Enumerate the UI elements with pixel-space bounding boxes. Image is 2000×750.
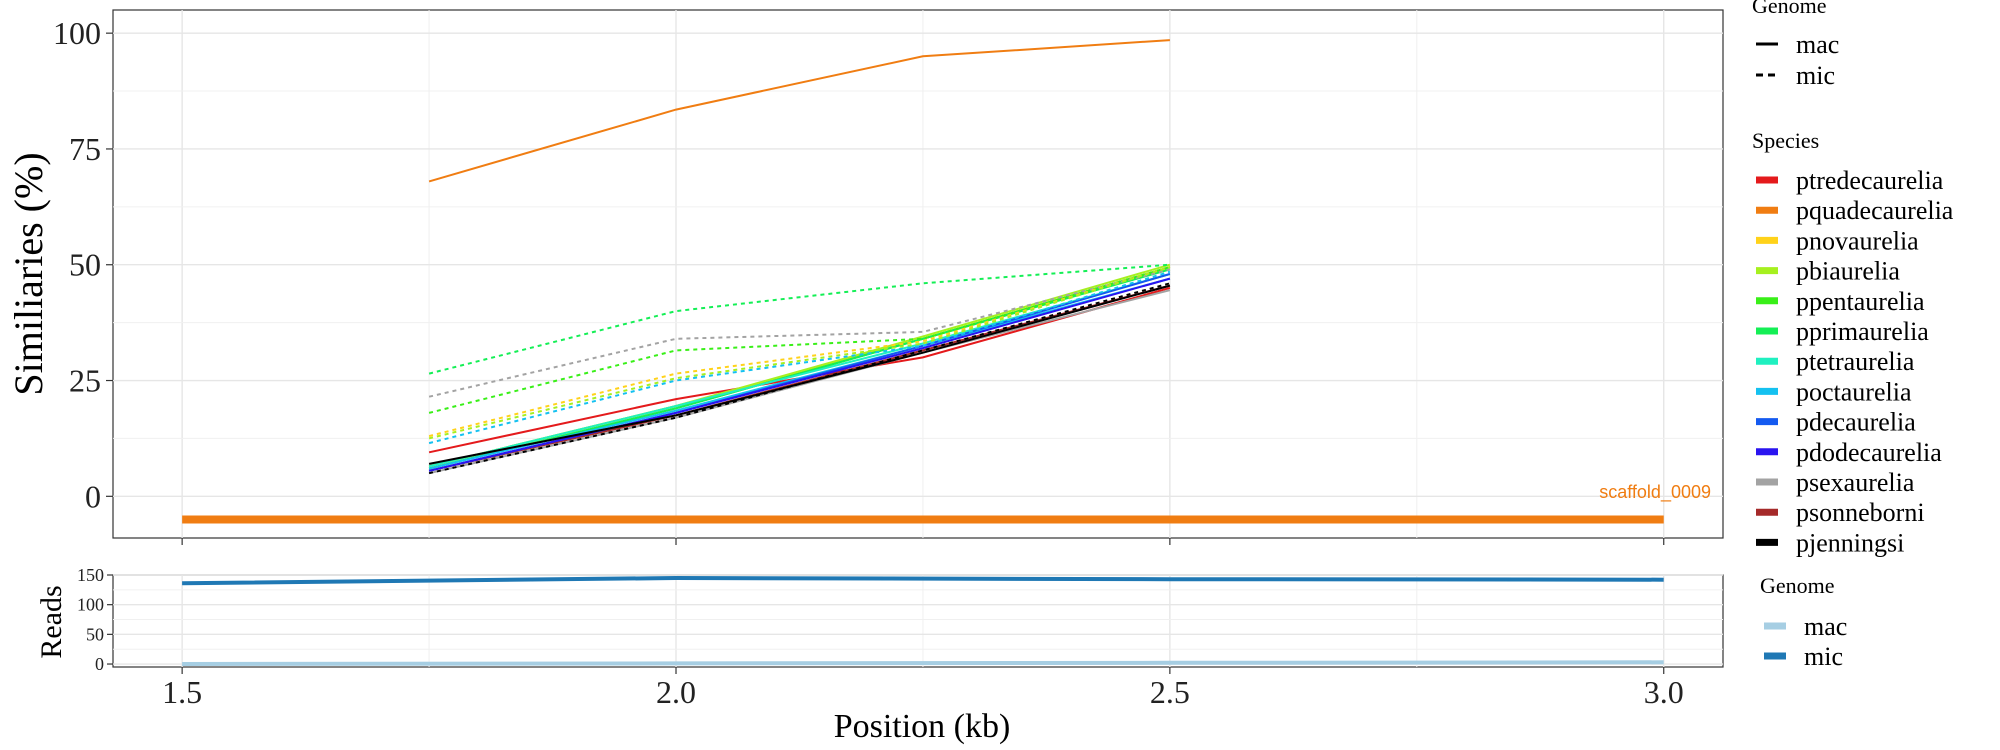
series-line-pnovaurelia-mic [428,266,1171,438]
reads-y-tick-label: 100 [77,595,104,615]
species-legend-label: psonneborni [1796,498,1925,527]
reads-y-tick-label: 0 [95,654,104,674]
species-legend-label: poctaurelia [1796,377,1912,406]
reads-legend-title: Genome [1760,573,1835,598]
species-legend-label: pjenningsi [1796,528,1904,557]
similarity-lines [182,39,1664,524]
reads-line-mac [182,660,1664,666]
species-legend-label: ppentaurelia [1796,287,1925,316]
series-line-poctaurelia-mic [428,270,1171,445]
reads-y-tick-label: 50 [86,624,104,644]
scaffold-label: scaffold_0009 [1599,482,1711,503]
x-tick-label: 3.0 [1644,674,1684,710]
series-line-pquadecaurelia-mac [428,39,1170,183]
similarity-axes: 0 25 50 75 100 [53,15,1665,545]
species-legend-items: ptredecaureliapquadecaureliapnovaureliap… [1756,166,1954,557]
species-legend-label: pnovaurelia [1796,226,1919,255]
species-legend-label: pdecaurelia [1796,408,1916,437]
legend-genome-title: Genome [1752,0,1827,18]
species-legend-label: pprimaurelia [1796,317,1929,346]
genome-legend-label: mic [1796,61,1835,90]
species-legend-label: ptredecaurelia [1796,166,1944,195]
x-axis-label: Position (kb) [834,708,1011,745]
similarity-panel: 0 25 50 75 100 Similiaries (%) scaffold_0009 [6,9,1724,545]
x-tick-label: 2.0 [656,674,696,710]
series-line-psexaurelia-mac [428,289,1171,475]
species-legend-label: psexaurelia [1796,468,1915,497]
similarity-y-axis-label: Similiaries (%) [6,152,51,395]
reads-lines [182,575,1664,666]
series-line-pdodecaurelia-mac [428,277,1171,472]
legend-species-title: Species [1752,128,1819,153]
y-tick-label: 25 [69,363,101,399]
series-line-psonneborni-mac [428,284,1171,472]
species-legend-label: pquadecaurelia [1796,196,1954,225]
species-legend-label: pbiaurelia [1796,257,1900,286]
similarity-panel-border [112,9,1724,539]
y-tick-label: 100 [53,15,101,51]
similarity-grid [113,10,1723,538]
reads-axes: 0 50 100 150 1.5 2.0 2.5 3.0 [77,565,1684,710]
reads-line-mic [182,575,1664,586]
reads-y-tick-label: 150 [77,565,104,585]
series-line-pprimaurelia-mic [428,263,1170,375]
species-legend-label: pdodecaurelia [1796,438,1942,467]
x-tick-label: 1.5 [162,674,202,710]
reads-legend-label: mic [1804,642,1843,671]
reads-panel-border [112,574,1724,668]
series-line-pjenningsi-mac [428,284,1171,465]
series-line-ppentaurelia-mic [428,266,1171,414]
x-tick-label: 2.5 [1150,674,1190,710]
reads-y-axis-label: Reads [35,585,68,658]
genome-legend-label: mac [1796,30,1839,59]
species-legend-label: ptetraurelia [1796,347,1915,376]
y-tick-label: 75 [69,131,101,167]
y-tick-label: 50 [69,247,101,283]
series-line-pbiaurelia-mic [428,266,1171,440]
series-line-psexaurelia-mic [428,268,1171,398]
y-tick-label: 0 [85,478,101,514]
reads-panel: 0 50 100 150 1.5 2.0 2.5 3.0 Reads Position (kb… [35,565,1724,745]
reads-legend-label: mac [1804,612,1847,641]
